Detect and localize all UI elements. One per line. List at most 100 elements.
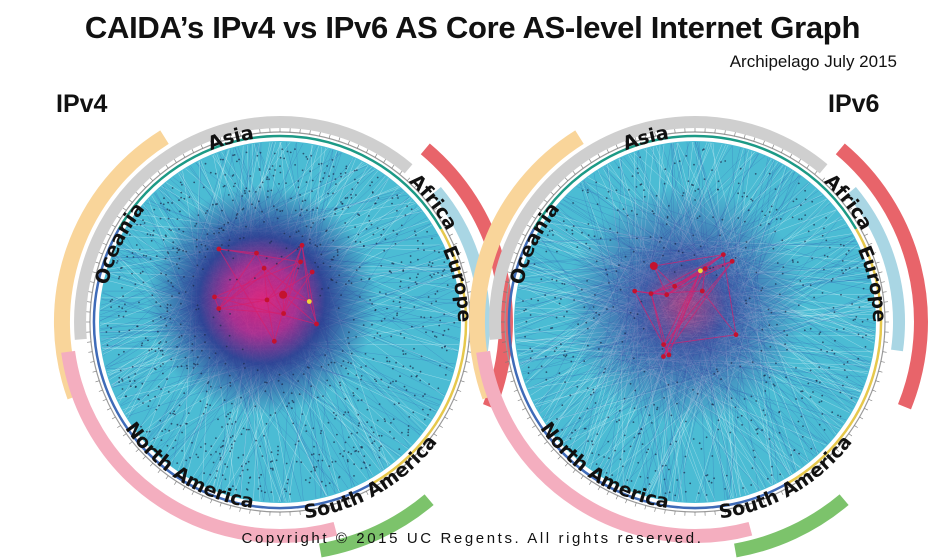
ipv6-node [716,370,719,373]
ipv4-node [358,266,361,268]
ipv4-node [352,392,355,394]
ipv4-node [157,347,160,350]
ipv4-node [301,413,304,415]
ipv4-node [197,214,200,217]
ipv6-node [548,230,551,233]
ipv6-node [639,432,641,435]
ipv4-node [275,459,278,462]
ipv4-node [213,232,216,235]
ipv6-tick [878,271,883,274]
ipv6-tick [580,164,584,169]
ipv4-node [396,314,398,317]
ipv4-node [221,474,224,477]
ipv4-region-bands [54,116,513,558]
ipv4-node [155,255,158,257]
ipv6-tick [868,242,873,245]
ipv6-node [639,156,641,159]
ipv4-node [242,427,245,430]
ipv6-node [845,268,847,271]
ipv4-node [310,154,313,157]
ipv4-tick [219,137,222,142]
ipv4-node [121,307,124,310]
ipv6-core-node [672,283,678,289]
ipv4-node [336,249,339,251]
ipv6-tick [654,507,656,512]
ipv4-node [310,385,313,388]
ipv4-node [427,296,430,298]
ipv4-core-node [298,259,303,265]
ipv4-node [312,222,314,224]
ipv4-core-edge [256,252,285,314]
ipv4-node [235,488,238,491]
ipv4-node [158,404,161,407]
ipv4-node [206,210,209,212]
ipv6-node [619,458,622,461]
ipv4-node [248,428,250,431]
ipv4-node [197,456,200,459]
ipv4-node [314,469,316,472]
ipv6-node [673,271,676,273]
ipv6-node [839,415,842,418]
ipv6-node [624,332,626,335]
ipv4-node [373,337,376,339]
ipv4-node [444,345,446,348]
ipv4-node [284,488,286,490]
ipv4-node [179,323,182,326]
ipv4-node [132,256,135,258]
ipv4-node [354,226,356,229]
ipv6-node [815,380,818,382]
ipv4-node [312,453,315,455]
ipv4-node [342,413,345,416]
ipv6-node [668,468,670,471]
ipv4-node [164,317,166,320]
ipv6-node [677,250,680,253]
ipv4-node [215,437,217,439]
ipv4-node [334,209,336,211]
ipv4-node [278,373,281,376]
ipv4-node [441,346,443,349]
ipv4-node [196,304,199,307]
ipv4-node [437,387,440,390]
ipv6-node [595,260,598,263]
ipv4-node [430,265,433,268]
ipv6-node [566,310,568,313]
ipv4-node [360,378,362,381]
ipv4-node [304,199,307,202]
ipv4-node [334,213,336,215]
ipv6-node [717,180,720,183]
ipv4-tick [460,261,465,264]
ipv4-node [384,420,386,423]
ipv4-node [409,261,412,264]
ipv6-core-edge [650,254,724,295]
ipv6-core-node [729,258,735,264]
ipv4-node [223,184,226,187]
ipv4-node [342,360,345,362]
ipv6-node [595,463,598,465]
ipv6-node [826,350,828,353]
ipv6-node [769,345,772,348]
ipv4-tick [406,177,411,182]
ipv4-node [222,444,225,447]
ipv4-node [176,346,178,348]
ipv4-node [327,421,330,424]
ipv4-core-edge [214,296,317,325]
ipv4-node [195,222,198,225]
ipv4-node [258,200,260,203]
ipv4-node [334,417,336,420]
ipv4-node [386,360,389,363]
ipv4-node [365,365,367,367]
ipv6-tick [606,149,610,153]
ipv4-core-edge [218,267,265,309]
ipv6-tick [789,153,793,158]
ipv4-node [172,447,175,449]
ipv4-node [369,464,371,467]
ipv6-node [767,308,770,311]
ipv4-node [195,245,198,248]
ipv6-node [771,465,773,468]
ipv4-node [110,306,112,308]
ipv4-node [285,462,288,465]
ipv6-node [822,341,824,344]
ipv6-tick [829,456,833,460]
ipv4-node [214,172,217,175]
ipv6-node [737,192,739,195]
